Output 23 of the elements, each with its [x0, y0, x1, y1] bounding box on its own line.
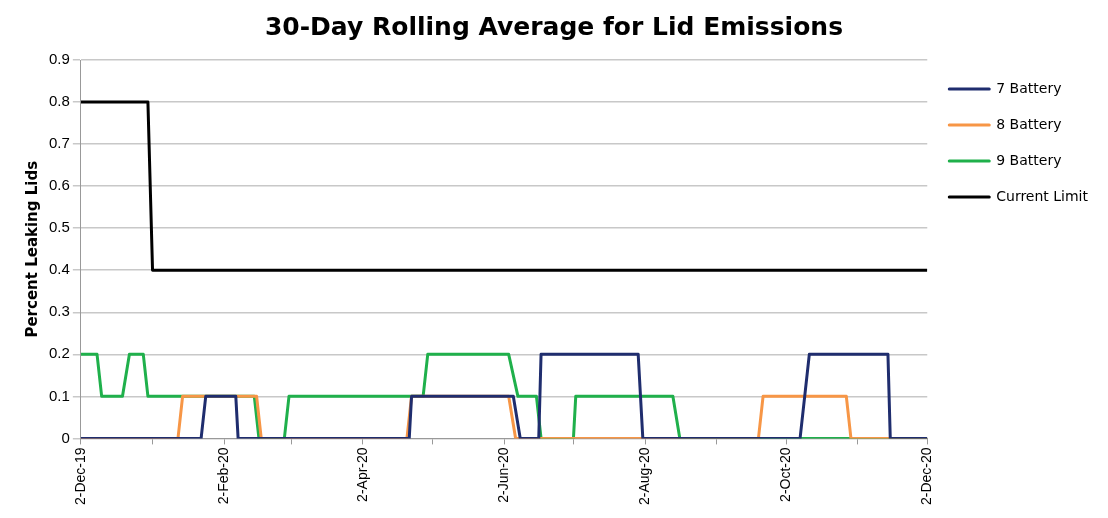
y-tick-label: 0.9 — [48, 50, 70, 68]
x-tick-label: 2-Jun-20 — [494, 447, 511, 503]
y-tick-label: 0 — [61, 428, 70, 446]
y-tick-label: 0.6 — [48, 176, 70, 194]
y-axis-title: Percent Leaking Lids — [22, 160, 41, 338]
y-tick-label: 0.3 — [48, 302, 70, 320]
chart-title: 30-Day Rolling Average for Lid Emissions — [263, 12, 845, 41]
y-tick-label: 0.5 — [48, 218, 70, 236]
x-tick-label: 2-Dec-20 — [918, 447, 935, 505]
y-tick-label: 0.1 — [48, 386, 70, 404]
y-tick-label: 0.4 — [48, 260, 70, 278]
y-tick-label: 0.8 — [48, 92, 70, 110]
legend-label: 7 Battery — [996, 79, 1062, 96]
legend-label: Current Limit — [996, 187, 1089, 204]
x-tick-label: 2-Feb-20 — [215, 447, 232, 505]
y-tick-label: 0.7 — [48, 134, 70, 152]
legend-label: 8 Battery — [996, 115, 1062, 132]
x-tick-label: 2-Apr-20 — [353, 447, 370, 502]
x-tick-label: 2-Aug-20 — [635, 447, 652, 505]
x-tick-label: 2-Dec-19 — [71, 447, 88, 505]
legend-label: 9 Battery — [996, 151, 1062, 168]
y-tick-label: 0.2 — [48, 344, 70, 362]
x-tick-label: 2-Oct-20 — [777, 447, 794, 502]
